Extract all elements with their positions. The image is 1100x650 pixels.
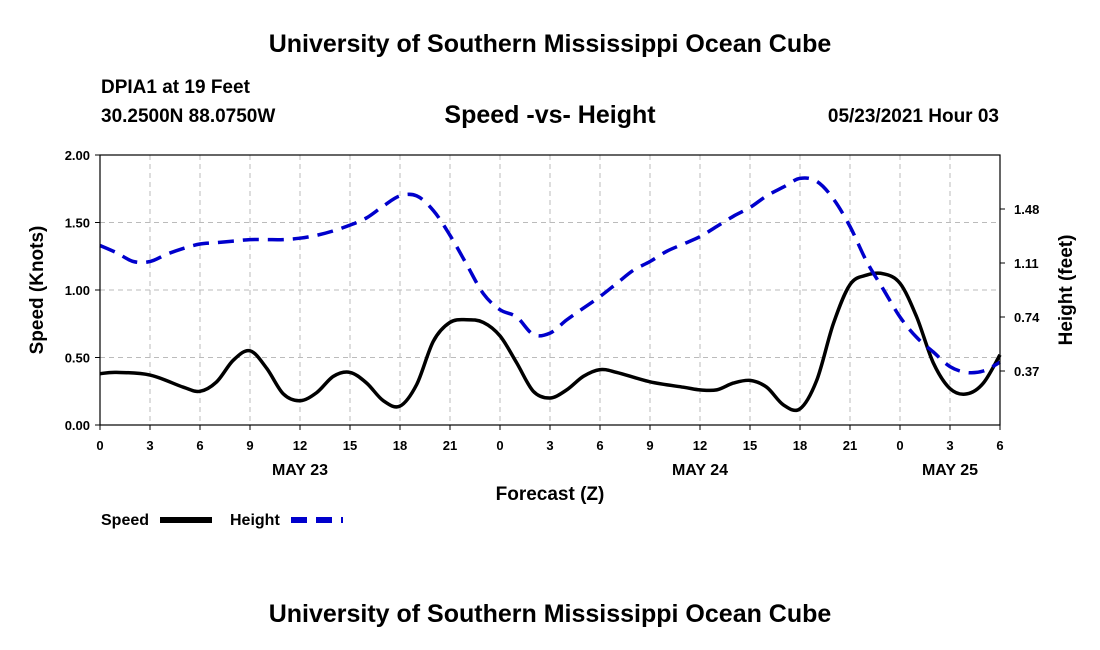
x-tick-label: 21: [843, 438, 857, 453]
x-axis-label: Forecast (Z): [496, 484, 605, 505]
x-tick-label: 6: [996, 438, 1003, 453]
x-tick-label: 15: [343, 438, 357, 453]
speed-series-line: [99, 271, 1002, 413]
datetime-label: 05/23/2021 Hour 03: [827, 106, 999, 127]
x-tick-label: 9: [246, 438, 253, 453]
y-axis-label: Speed (Knots): [27, 226, 48, 355]
y2-tick-label: 1.48: [1014, 202, 1039, 217]
left-axis: 0.00 0.50 1.00 1.50 2.00: [65, 148, 100, 433]
x-tick-label: 0: [496, 438, 503, 453]
x-tick-label: 3: [946, 438, 953, 453]
x-tick-label: 18: [793, 438, 807, 453]
legend: Speed Height: [101, 512, 343, 529]
x-tick-label: 6: [596, 438, 603, 453]
speed-height-chart: 0.00 0.50 1.00 1.50 2.00 0.37 0.74 1.11 1.48 0 3…: [27, 148, 1077, 529]
x-tick-label: 3: [146, 438, 153, 453]
grid: [100, 155, 1000, 425]
y2-tick-label: 0.37: [1014, 364, 1039, 379]
x-tick-label: 6: [196, 438, 203, 453]
x-tick-label: 0: [896, 438, 903, 453]
right-axis: 0.37 0.74 1.11 1.48: [1000, 202, 1040, 379]
x-tick-label: 3: [546, 438, 553, 453]
y-tick-label: 1.50: [65, 216, 90, 231]
station-label: DPIA1 at 19 Feet: [101, 77, 250, 98]
y2-tick-label: 0.74: [1014, 310, 1040, 325]
legend-label-speed: Speed: [101, 512, 149, 529]
x-tick-label: 12: [293, 438, 307, 453]
day-label: MAY 24: [672, 462, 728, 479]
x-tick-label: 12: [693, 438, 707, 453]
bottom-title: University of Southern Mississippi Ocean…: [268, 600, 832, 628]
x-axis: 0 3 6 9 12 15 18 21 0 3 6 9 12 15 18 21 0 3 6 MAY 23 MAY 24 M…: [96, 425, 1004, 479]
day-label: MAY 25: [922, 462, 978, 479]
chart-title: Speed -vs- Height: [444, 101, 656, 129]
top-title: University of Southern Mississippi Ocean…: [268, 30, 832, 58]
y-tick-label: 2.00: [65, 148, 90, 163]
series-lines: [99, 176, 1002, 413]
y-tick-label: 0.00: [65, 418, 90, 433]
coordinates-label: 30.2500N 88.0750W: [101, 106, 276, 127]
y2-tick-label: 1.11: [1014, 256, 1039, 271]
height-series-line: [99, 176, 1001, 375]
x-tick-label: 9: [646, 438, 653, 453]
x-tick-label: 15: [743, 438, 757, 453]
legend-label-height: Height: [230, 512, 280, 529]
y-tick-label: 1.00: [65, 283, 90, 298]
x-tick-label: 21: [443, 438, 457, 453]
x-tick-label: 0: [96, 438, 103, 453]
day-label: MAY 23: [272, 462, 328, 479]
y-tick-label: 0.50: [65, 351, 90, 366]
x-tick-label: 18: [393, 438, 407, 453]
y2-axis-label: Height (feet): [1056, 235, 1077, 346]
